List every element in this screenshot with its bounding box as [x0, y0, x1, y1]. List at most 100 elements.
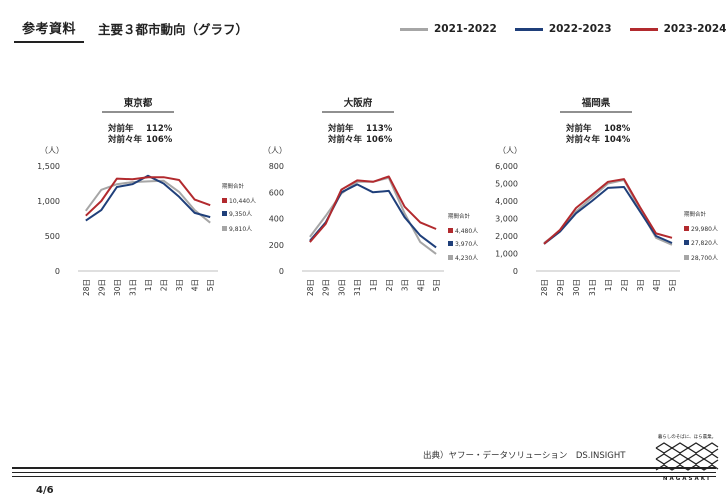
legend-swatch	[400, 27, 428, 31]
x-tick-label: 5日	[206, 279, 215, 291]
total-swatch	[222, 198, 227, 203]
x-tick-label: 2日	[160, 279, 169, 291]
x-tick-label: 4日	[416, 279, 425, 291]
total-swatch	[684, 240, 689, 245]
yo2y-value: 104%	[604, 135, 631, 145]
series-total: 4,480人	[455, 228, 478, 235]
x-tick-label: 2日	[620, 279, 629, 291]
footer-rule	[12, 467, 716, 469]
x-tick-label: 28日	[540, 279, 549, 296]
legend: 2021-2022 2022-2023 2023-2024	[400, 21, 726, 37]
yoy-label: 対前年	[327, 123, 354, 134]
page-number: 4/6	[36, 485, 54, 496]
x-tick-label: 1日	[144, 279, 153, 291]
reference-badge: 参考資料	[14, 16, 85, 43]
header: 参考資料 主要３都市動向（グラフ） 2021-2022 2022-2023 20…	[0, 0, 728, 60]
chart-title: 福岡県	[581, 97, 611, 109]
period-total-label: 期間合計	[684, 210, 707, 218]
y-tick-label: 0	[55, 267, 60, 276]
source-note: 出典）ヤフー・データソリューション DS.INSIGHT	[423, 451, 626, 461]
legend-swatch	[514, 27, 543, 31]
series-total: 4,230人	[455, 255, 478, 262]
y-tick-label: 2,000	[495, 232, 518, 241]
series-total: 28,700人	[691, 255, 718, 262]
x-tick-label: 31日	[588, 279, 597, 296]
period-total-label: 期間合計	[222, 182, 245, 190]
x-tick-label: 1日	[604, 279, 613, 291]
series-total: 29,980人	[691, 226, 718, 233]
legend-label: 2023-2024	[663, 23, 727, 35]
yoy-value: 113%	[366, 124, 393, 134]
total-swatch	[448, 228, 453, 233]
y-tick-label: 4,000	[495, 197, 518, 206]
x-tick-label: 28日	[306, 279, 315, 296]
legend-item-2021-2022: 2021-2022	[400, 23, 497, 35]
x-tick-label: 29日	[322, 279, 331, 296]
yoy-value: 108%	[604, 124, 631, 134]
y-tick-label: 0	[279, 267, 284, 276]
legend-item-2023-2024: 2023-2024	[629, 23, 727, 35]
x-tick-label: 4日	[191, 279, 200, 291]
yo2y-label: 対前々年	[565, 134, 601, 145]
x-tick-label: 2日	[385, 279, 394, 291]
legend-swatch	[629, 27, 658, 31]
y-tick-label: 5,000	[495, 180, 518, 189]
y-axis-unit: （人）	[263, 146, 287, 155]
x-tick-label: 30日	[113, 279, 122, 296]
total-swatch	[448, 255, 453, 260]
series-line-2023-2024	[85, 176, 211, 217]
total-swatch	[684, 255, 689, 260]
yoy-value: 112%	[146, 124, 173, 134]
y-axis-unit: （人）	[498, 146, 522, 155]
x-tick-label: 31日	[353, 279, 362, 296]
y-tick-label: 800	[269, 162, 284, 171]
x-tick-label: 5日	[432, 279, 441, 291]
legend-label: 2022-2023	[548, 23, 612, 35]
y-axis-unit: （人）	[40, 146, 64, 155]
yo2y-value: 106%	[366, 135, 393, 145]
y-tick-label: 0	[513, 267, 518, 276]
y-tick-label: 1,000	[37, 197, 60, 206]
series-line-2021-2022	[543, 179, 673, 246]
series-line-2023-2024	[543, 178, 673, 245]
period-total-label: 期間合計	[448, 212, 471, 220]
x-tick-label: 3日	[401, 279, 410, 291]
yo2y-value: 106%	[146, 135, 173, 145]
chart-title: 大阪府	[344, 97, 373, 109]
total-swatch	[222, 211, 227, 216]
nagasaki-logo: 暮らしのそばに、ほら農業。 NAGASAKI	[654, 434, 720, 482]
x-tick-label: 28日	[82, 279, 91, 296]
y-tick-label: 1,500	[37, 162, 60, 171]
x-tick-label: 1日	[369, 279, 378, 291]
x-tick-label: 3日	[175, 279, 184, 291]
x-tick-label: 30日	[572, 279, 581, 296]
series-total: 10,440人	[229, 198, 256, 205]
yo2y-label: 対前々年	[327, 134, 363, 145]
legend-label: 2021-2022	[434, 23, 497, 35]
x-tick-label: 4日	[652, 279, 661, 291]
footer-rule	[12, 476, 716, 477]
x-tick-label: 29日	[97, 279, 106, 296]
y-tick-label: 3,000	[495, 215, 518, 224]
x-tick-label: 30日	[337, 279, 346, 296]
yoy-label: 対前年	[107, 123, 134, 134]
logo-pattern-icon	[655, 442, 719, 471]
y-tick-label: 400	[269, 215, 284, 224]
chart-title: 東京都	[123, 97, 153, 109]
total-swatch	[684, 226, 689, 231]
y-tick-label: 200	[269, 241, 284, 250]
series-total: 9,810人	[229, 226, 252, 233]
series-line-2022-2023	[85, 174, 211, 222]
x-tick-label: 31日	[128, 279, 137, 296]
x-tick-label: 5日	[668, 279, 677, 291]
logo-tagline: 暮らしのそばに、ほら農業。	[657, 435, 717, 440]
yoy-label: 対前年	[565, 123, 592, 134]
legend-item-2022-2023: 2022-2023	[514, 23, 612, 35]
total-swatch	[448, 241, 453, 246]
series-total: 27,820人	[691, 240, 718, 247]
page-title: 主要３都市動向（グラフ）	[98, 22, 249, 37]
footer-rule	[12, 472, 716, 473]
x-tick-label: 3日	[636, 279, 645, 291]
y-tick-label: 6,000	[495, 162, 518, 171]
